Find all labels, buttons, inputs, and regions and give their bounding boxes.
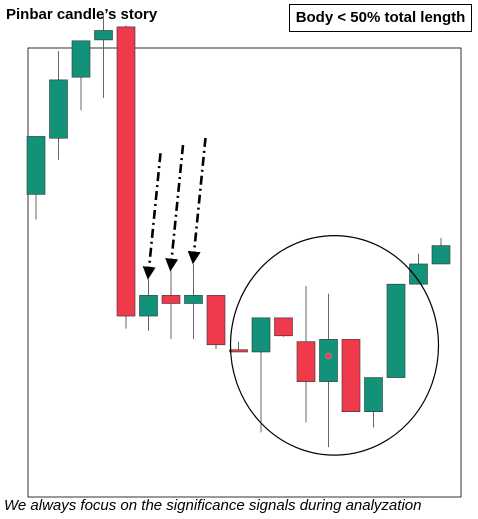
- annotation-group: [142, 137, 440, 456]
- candle: [26, 136, 46, 220]
- candle-body: [341, 339, 361, 412]
- candle: [161, 271, 181, 339]
- pinbar-arrow: [187, 137, 207, 265]
- pinbar-arrow: [165, 145, 185, 272]
- plot-frame: [27, 47, 462, 498]
- candle: [274, 317, 293, 337]
- candle-body: [274, 317, 293, 337]
- candle: [206, 294, 226, 349]
- pinbar-arrow: [142, 153, 162, 280]
- footer-caption: We always focus on the significance sign…: [4, 497, 422, 514]
- candle: [431, 237, 451, 265]
- candle: [341, 339, 361, 412]
- candle: [251, 317, 271, 433]
- candle: [409, 253, 428, 285]
- candle: [116, 25, 136, 329]
- candle-body: [251, 317, 271, 353]
- candle: [184, 263, 203, 339]
- candle-body: [409, 263, 428, 285]
- candle-body: [94, 30, 113, 41]
- candle-body: [184, 295, 203, 304]
- candle-body: [364, 377, 383, 412]
- candle-body: [161, 295, 181, 304]
- candle-group: [26, 15, 451, 448]
- candle-body: [71, 40, 91, 78]
- candle-body: [386, 283, 406, 378]
- candle-body: [296, 341, 316, 382]
- candle: [364, 377, 383, 428]
- body-rule-badge: Body < 50% total length: [289, 4, 472, 32]
- candle-body: [206, 295, 226, 346]
- candle: [94, 15, 113, 98]
- candle: [386, 283, 406, 378]
- candle-body: [139, 295, 158, 317]
- candle: [49, 51, 68, 160]
- candle-body: [431, 245, 451, 265]
- candle-body: [229, 349, 248, 353]
- candle-body: [26, 136, 46, 195]
- consolidation-ellipse: [229, 235, 440, 456]
- marker-dot: [325, 352, 332, 360]
- candle-body: [49, 79, 68, 139]
- chart-title: Pinbar candle’s story: [6, 6, 158, 23]
- candle: [71, 40, 91, 111]
- candle: [229, 341, 248, 353]
- candle-body: [319, 339, 338, 382]
- candle-body: [116, 26, 136, 317]
- candle: [139, 279, 158, 331]
- candle: [296, 285, 316, 423]
- candle: [319, 293, 338, 448]
